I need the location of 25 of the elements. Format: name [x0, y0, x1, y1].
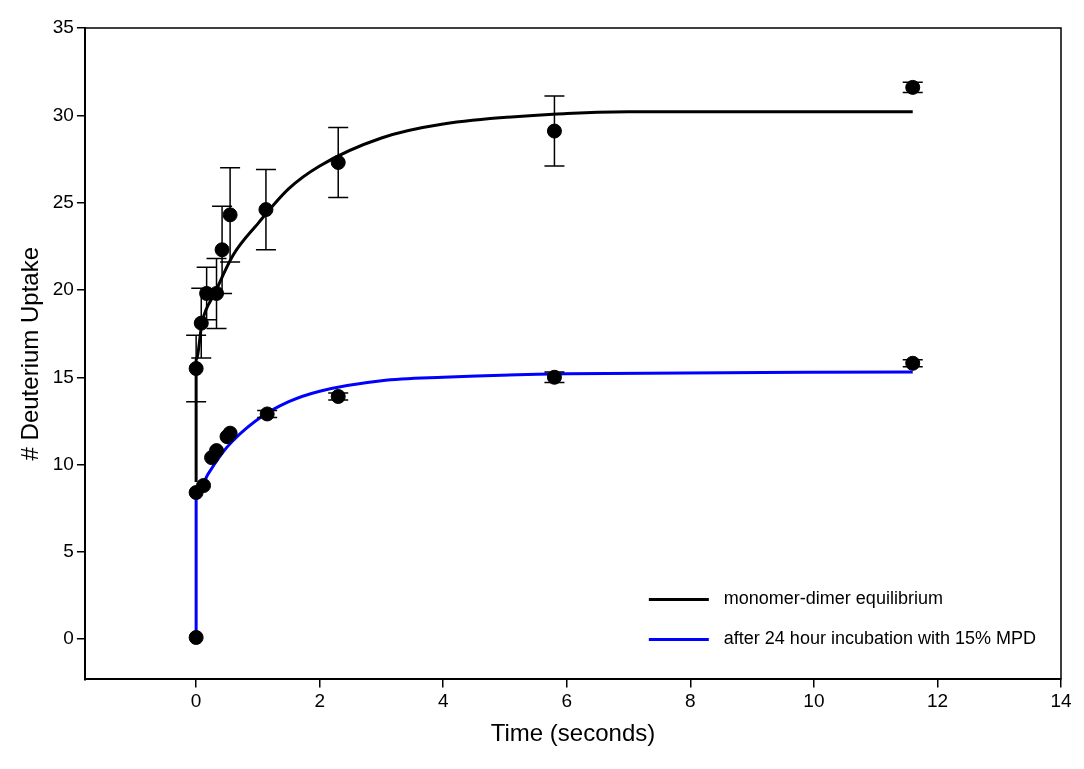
point — [222, 425, 238, 441]
x-tick-label: 4 — [437, 690, 449, 712]
y-tick-label: 35 — [52, 16, 74, 38]
y-tick-label: 0 — [63, 627, 74, 649]
x-tick-label: 2 — [314, 690, 325, 712]
x-tick-label: 14 — [1050, 690, 1072, 712]
point — [546, 123, 562, 139]
x-tick-label: 0 — [190, 690, 202, 712]
x-tick-label: 10 — [803, 690, 825, 712]
y-tick-label: 30 — [52, 103, 74, 125]
y-tick-label: 25 — [52, 190, 74, 212]
x-tick-label: 6 — [561, 690, 573, 712]
y-axis-title: # Deuterium Uptake — [16, 246, 44, 461]
y-tick-label: 5 — [63, 540, 74, 562]
y-tick-label: 15 — [52, 365, 74, 387]
x-tick-label: 8 — [685, 690, 696, 712]
x-axis-title: Time (seconds) — [490, 719, 656, 747]
point — [188, 629, 204, 645]
y-tick-label: 10 — [52, 452, 74, 474]
legend-label: monomer-dimer equilibrium — [723, 588, 943, 609]
x-tick-label: 12 — [926, 690, 949, 712]
point — [196, 478, 212, 494]
y-tick-label: 20 — [52, 278, 74, 300]
legend-label: after 24 hour incubation with 15% MPD — [723, 628, 1036, 649]
point — [209, 443, 225, 459]
